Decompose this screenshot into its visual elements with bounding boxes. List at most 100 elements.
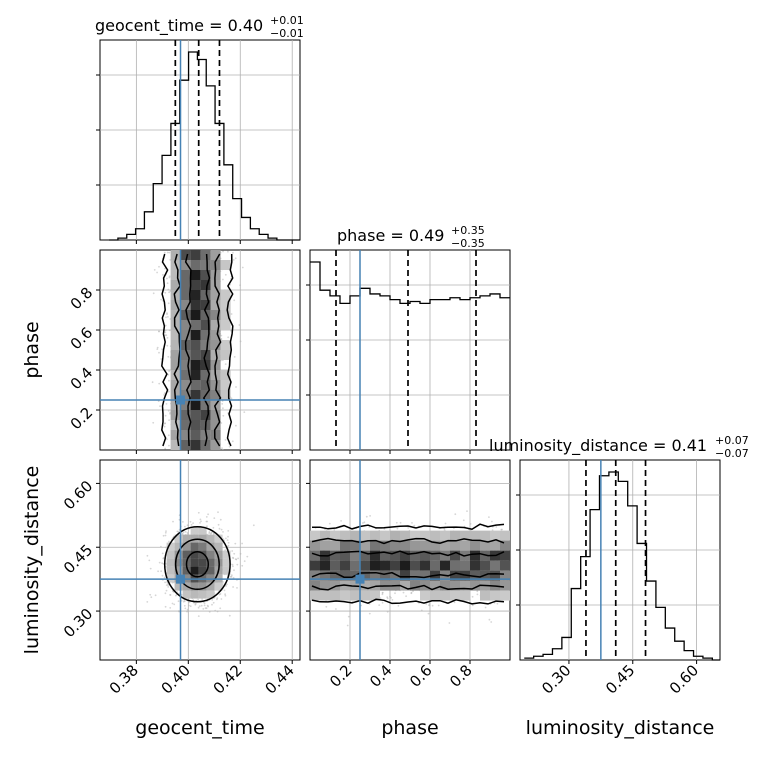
density-cell: [180, 430, 191, 440]
panel-phase-hist: [309, 249, 511, 451]
density-cell: [450, 540, 460, 551]
density-cell: [490, 530, 500, 541]
scatter-point: [241, 266, 244, 269]
density-cell: [460, 530, 470, 541]
density-cell: [222, 558, 231, 567]
scatter-point: [233, 356, 236, 358]
histogram-bar: [380, 296, 390, 450]
density-cell: [330, 580, 340, 591]
truth-marker: [355, 574, 365, 584]
scatter-point: [220, 598, 223, 600]
density-cell: [210, 340, 221, 350]
density-cell: [200, 290, 211, 300]
scatter-point: [227, 541, 230, 544]
scatter-point: [164, 334, 167, 336]
scatter-point: [173, 603, 176, 606]
scatter-point: [167, 316, 169, 318]
histogram-bar: [310, 262, 320, 450]
density-cell: [470, 570, 480, 581]
density-cell: [380, 530, 390, 541]
scatter-point: [469, 523, 472, 525]
scatter-point: [333, 528, 336, 531]
scatter-point: [163, 251, 166, 254]
truth-lines: [100, 40, 602, 660]
density-cell: [360, 530, 370, 541]
scatter-point: [224, 439, 227, 441]
density-cell: [420, 530, 430, 541]
scatter-point: [168, 419, 171, 421]
scatter-point: [231, 563, 234, 566]
scatter-point: [488, 516, 490, 518]
density-cell: [390, 550, 400, 561]
scatter-point: [396, 527, 399, 530]
density-cell: [310, 550, 320, 561]
density-cell: [180, 250, 191, 260]
density-cell: [490, 590, 500, 601]
contour-line-bottom-1: [311, 584, 505, 591]
scatter-point: [397, 604, 400, 607]
contour-line-bottom-0: [311, 571, 505, 579]
density-cell: [198, 566, 207, 575]
density-cell: [440, 590, 450, 601]
density-cell: [360, 570, 370, 581]
scatter-point: [232, 565, 234, 568]
scatter-point: [219, 607, 222, 610]
scatter-point: [203, 602, 206, 605]
density-cell: [170, 360, 181, 370]
density-cell: [340, 570, 350, 581]
scatter-point: [368, 526, 371, 528]
histogram-bar: [144, 212, 153, 240]
histogram-bar: [136, 229, 145, 240]
scatter-point: [243, 560, 246, 562]
density-cell: [190, 270, 201, 280]
scatter-point: [234, 558, 237, 560]
density-cell: [174, 566, 183, 575]
x-tick-label: 0.38: [106, 661, 142, 697]
density-cell: [222, 566, 231, 575]
scatter-point: [166, 282, 169, 285]
density-cell: [190, 566, 199, 575]
density-cell: [350, 530, 360, 541]
density-cell: [410, 540, 420, 551]
density-cell: [200, 340, 211, 350]
density-cell: [190, 582, 199, 591]
scatter-point: [167, 409, 170, 412]
density-cell: [220, 370, 231, 380]
histogram-bar: [665, 628, 674, 660]
histogram-bar: [250, 229, 259, 240]
density-cell: [170, 350, 181, 360]
density-cell: [450, 570, 460, 581]
scatter-point: [186, 610, 189, 613]
density-cell: [440, 540, 450, 551]
scatter-point: [232, 259, 235, 261]
histogram-bar: [127, 234, 136, 240]
marginal-histograms: [109, 51, 720, 661]
scatter-point: [241, 542, 244, 545]
scatter-point: [154, 594, 157, 597]
density-cell: [190, 300, 201, 310]
density-cell: [200, 270, 211, 280]
truth-marker: [176, 574, 186, 584]
scatter-point: [213, 517, 216, 519]
panel-lumdist-hist: [519, 459, 721, 661]
density-cell: [460, 540, 470, 551]
density-cell: [400, 570, 410, 581]
scatter-point: [160, 570, 163, 573]
scatter-point: [207, 605, 210, 608]
density-cell: [170, 400, 181, 410]
scatter-point: [172, 520, 174, 523]
scatter-point: [212, 601, 215, 604]
scatter-point: [164, 331, 167, 334]
histogram-bar: [460, 300, 470, 450]
scatter-point: [168, 291, 171, 294]
scatter-point: [226, 583, 228, 586]
density-cell: [200, 250, 211, 260]
scatter-point: [158, 351, 160, 354]
scatter-point: [194, 602, 197, 605]
density-cell: [220, 290, 231, 300]
histogram-bar: [224, 165, 233, 240]
scatter-point: [379, 597, 382, 600]
density-cell: [200, 430, 211, 440]
scatter-point: [476, 590, 479, 593]
density-cell: [198, 542, 207, 551]
